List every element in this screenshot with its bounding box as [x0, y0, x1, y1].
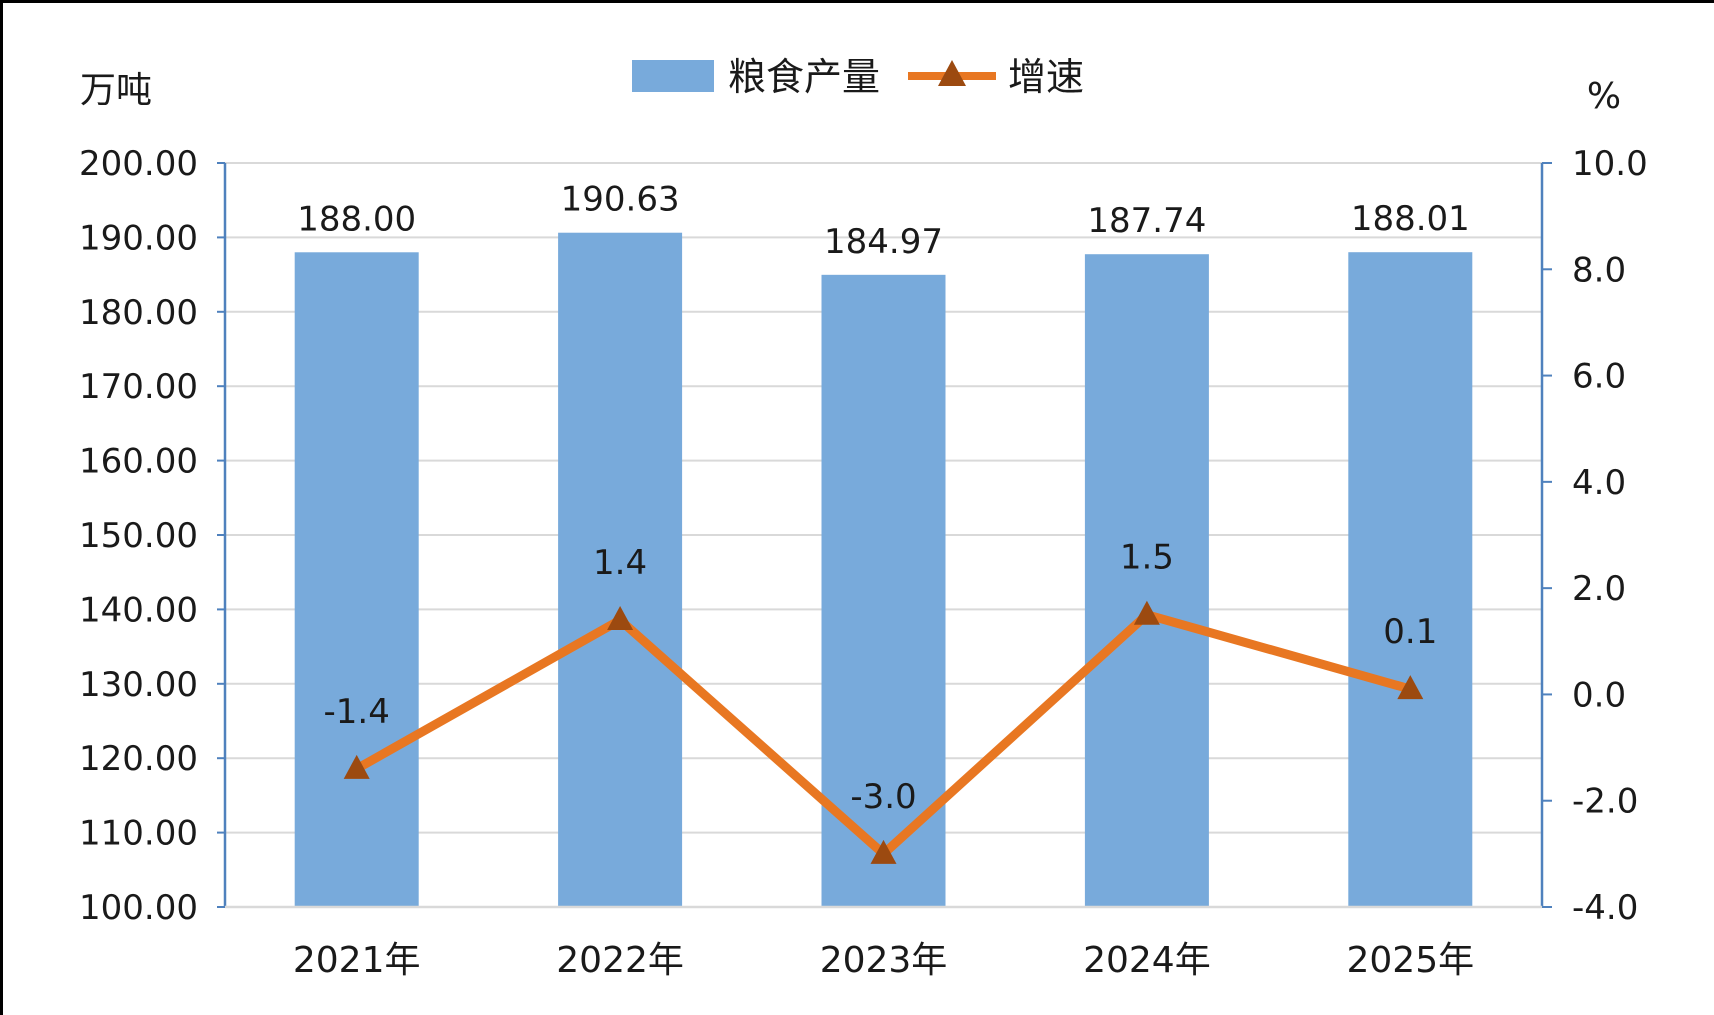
line-point-marker: [607, 606, 634, 631]
line-point-marker: [870, 839, 897, 864]
right-tick-label: -2.0: [1572, 782, 1638, 822]
category-label: 2021年: [293, 940, 421, 981]
category-label: 2025年: [1346, 940, 1474, 981]
bar: [1084, 254, 1209, 907]
right-tick-label: 0.0: [1572, 675, 1626, 715]
line-point-marker: [1397, 675, 1424, 700]
bar-value-label: 184.97: [824, 222, 943, 262]
bar-value-label: 190.63: [561, 180, 680, 220]
bar-value-label: 188.01: [1351, 199, 1470, 239]
bar: [558, 232, 683, 908]
data-labels: 188.00 190.63 184.97 187.74 188.01 -1.4 1.4 -3.…: [297, 180, 1470, 817]
left-tick-label: 180.00: [79, 293, 198, 333]
category-label: 2023年: [820, 940, 948, 981]
left-tick-label: 150.00: [79, 516, 198, 556]
line-value-label: -3.0: [850, 777, 916, 817]
right-tick-label: 2.0: [1572, 569, 1626, 609]
category-label: 2024年: [1083, 940, 1211, 981]
right-tick-label: -4.0: [1572, 888, 1638, 928]
left-tick-label: 170.00: [79, 367, 198, 407]
line-value-label: 0.1: [1383, 612, 1437, 652]
line-series: [343, 600, 1424, 864]
left-tick-label: 110.00: [79, 814, 198, 854]
line-value-label: 1.4: [593, 543, 647, 583]
line-value-label: 1.5: [1120, 538, 1174, 578]
category-label: 2022年: [556, 940, 684, 981]
legend-triangle-marker: [938, 60, 966, 86]
left-tick-label: 160.00: [79, 442, 198, 482]
axes: 100.00 110.00 120.00 130.00 140.00 150.00 160.…: [79, 144, 1648, 981]
bar-series: [294, 232, 1473, 908]
left-tick-label: 190.00: [79, 218, 198, 258]
bar: [1348, 252, 1473, 908]
right-tick-label: 4.0: [1572, 463, 1626, 503]
bar-value-label: 187.74: [1087, 201, 1206, 241]
legend-bar-swatch: [632, 60, 714, 92]
legend-label-bar: 粮食产量: [728, 55, 880, 99]
right-tick-label: 10.0: [1572, 144, 1648, 184]
line-value-label: -1.4: [324, 692, 390, 732]
left-tick-label: 130.00: [79, 665, 198, 705]
left-tick-label: 100.00: [79, 888, 198, 928]
legend: 粮食产量 增速: [632, 55, 1084, 99]
right-tick-label: 8.0: [1572, 250, 1626, 290]
bar: [294, 252, 419, 907]
line-point-marker: [343, 754, 370, 779]
line-point-marker: [1133, 600, 1160, 625]
left-tick-label: 140.00: [79, 590, 198, 630]
left-axis-unit: 万吨: [80, 70, 152, 111]
bar: [821, 274, 946, 907]
bar-value-label: 188.00: [297, 199, 416, 239]
right-tick-label: 6.0: [1572, 357, 1626, 397]
left-tick-label: 200.00: [79, 144, 198, 184]
right-axis-unit: %: [1587, 76, 1621, 117]
left-tick-label: 120.00: [79, 739, 198, 779]
legend-label-line: 增速: [1008, 55, 1084, 99]
